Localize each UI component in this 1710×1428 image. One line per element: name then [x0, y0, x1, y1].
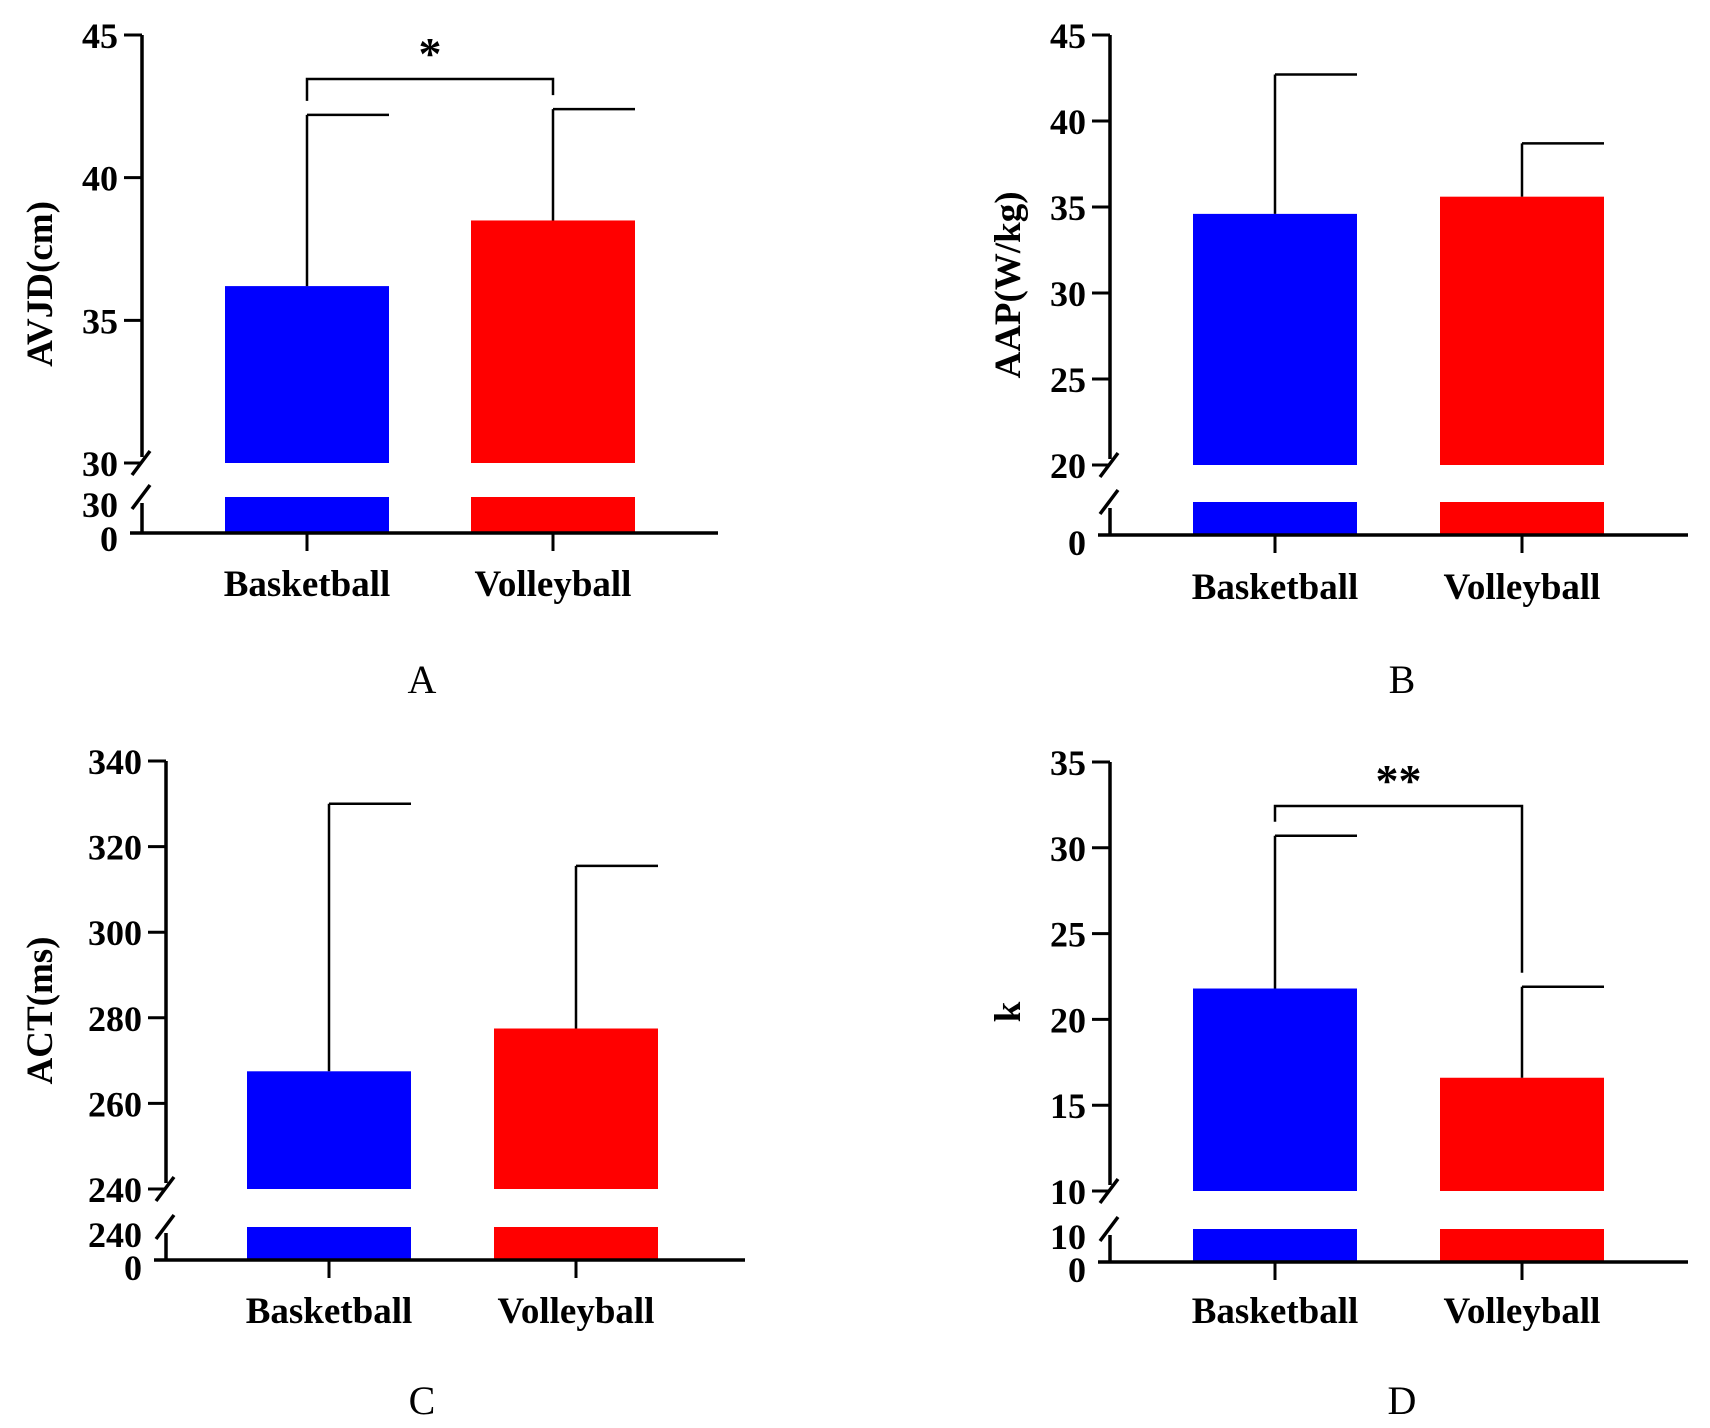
bar-basketball-lower-segment	[1193, 502, 1357, 535]
y-tick-label: 20	[1050, 1000, 1086, 1040]
bar-basketball-lower-segment	[1193, 1229, 1357, 1262]
y-tick-label: 35	[82, 301, 118, 341]
y-tick-label: 280	[88, 999, 142, 1039]
y-tick-label: 45	[82, 16, 118, 56]
significance-bracket	[1273, 804, 1524, 973]
y-axis-title: AAP(W/kg)	[988, 191, 1029, 378]
y-tick-label: 300	[88, 913, 142, 953]
panel-label: D	[1388, 1378, 1417, 1423]
y-tick-label: 30	[82, 444, 118, 484]
bar-volleyball-lower-segment	[471, 497, 635, 533]
y-tick-label-lower: 0	[1068, 1250, 1086, 1290]
y-tick-label-lower: 30	[82, 485, 118, 525]
panel-label: A	[408, 657, 437, 702]
y-tick-label: 40	[1050, 102, 1086, 142]
category-label-volleyball: Volleyball	[475, 564, 632, 605]
y-tick-label: 320	[88, 828, 142, 868]
axis-break-mark-lower	[130, 483, 152, 511]
bar-volleyball	[494, 1028, 658, 1189]
y-tick-label: 20	[1050, 446, 1086, 486]
significance-marker: **	[1376, 755, 1422, 806]
category-label-basketball: Basketball	[1192, 1291, 1359, 1332]
y-tick-label: 30	[1050, 274, 1086, 314]
bar-volleyball-lower-segment	[1440, 1229, 1604, 1262]
y-axis-title: AVJD(cm)	[20, 201, 61, 367]
y-tick-label: 35	[1050, 743, 1086, 783]
category-label-basketball: Basketball	[224, 564, 391, 605]
chart-panel-b: 20 25 30 35 40 45 0 Basketball Volleyball AAP(W/k…	[988, 16, 1688, 702]
y-tick-label: 35	[1050, 188, 1086, 228]
y-axis-title: ACT(ms)	[20, 937, 61, 1085]
y-tick-label: 25	[1050, 360, 1086, 400]
y-tick-label: 340	[88, 742, 142, 782]
bar-volleyball	[1440, 196, 1604, 465]
bar-volleyball-lower-segment	[1440, 502, 1604, 535]
bar-basketball	[1193, 988, 1357, 1191]
y-tick-label-lower: 0	[124, 1248, 142, 1288]
bar-volleyball	[1440, 1077, 1604, 1191]
y-tick-label: 30	[1050, 829, 1086, 869]
axis-break-mark-lower	[1098, 1215, 1120, 1243]
y-tick-label: 45	[1050, 16, 1086, 56]
significance-bracket	[305, 77, 555, 101]
category-label-basketball: Basketball	[246, 1291, 413, 1332]
bar-basketball	[247, 1071, 411, 1189]
y-tick-label-lower: 0	[1068, 523, 1086, 563]
y-tick-label: 240	[88, 1170, 142, 1210]
bar-basketball-lower-segment	[247, 1227, 411, 1260]
y-tick-label-lower: 0	[100, 519, 118, 559]
y-tick-label: 15	[1050, 1086, 1086, 1126]
axis-break-mark-lower	[1098, 488, 1120, 516]
category-label-volleyball: Volleyball	[1444, 1291, 1601, 1332]
y-tick-label-lower: 10	[1050, 1217, 1086, 1257]
y-tick-label: 260	[88, 1084, 142, 1124]
bar-volleyball-lower-segment	[494, 1227, 658, 1260]
significance-marker: *	[419, 28, 442, 79]
y-axis-title: k	[988, 1001, 1029, 1022]
category-label-volleyball: Volleyball	[1444, 567, 1601, 608]
y-tick-label: 10	[1050, 1172, 1086, 1212]
y-tick-label: 40	[82, 159, 118, 199]
bar-basketball	[225, 286, 389, 463]
y-tick-label-lower: 240	[88, 1215, 142, 1255]
axis-break-mark-lower	[154, 1213, 176, 1241]
y-tick-label: 25	[1050, 915, 1086, 955]
bar-volleyball	[471, 220, 635, 463]
category-label-volleyball: Volleyball	[498, 1291, 655, 1332]
category-label-basketball: Basketball	[1192, 567, 1359, 608]
bar-basketball-lower-segment	[225, 497, 389, 533]
panel-label: C	[409, 1378, 436, 1423]
panel-label: B	[1389, 657, 1416, 702]
bar-basketball	[1193, 213, 1357, 465]
